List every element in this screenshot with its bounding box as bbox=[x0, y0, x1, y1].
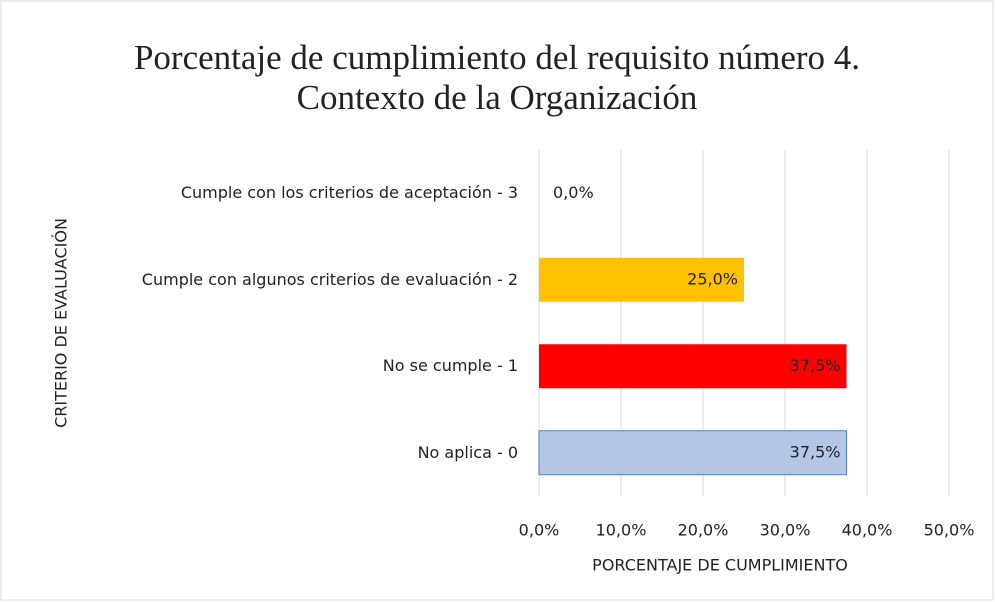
x-tick-label: 30,0% bbox=[760, 521, 811, 540]
bar bbox=[539, 344, 847, 389]
data-label: 0,0% bbox=[553, 183, 594, 202]
bar bbox=[538, 430, 847, 476]
x-tick-label: 20,0% bbox=[678, 521, 729, 540]
x-tick-label: 10,0% bbox=[596, 521, 647, 540]
bar bbox=[539, 257, 744, 302]
x-tick-label: 0,0% bbox=[519, 521, 560, 540]
x-tick-label: 40,0% bbox=[842, 521, 893, 540]
x-tick-label: 50,0% bbox=[924, 521, 975, 540]
chart-title: Porcentaje de cumplimiento del requisito… bbox=[133, 38, 861, 117]
y-tick-label: Cumple con los criterios de aceptación -… bbox=[180, 183, 518, 203]
data-label: 25,0% bbox=[687, 269, 738, 288]
y-tick-label: No se cumple - 1 bbox=[382, 356, 518, 376]
y-tick-label: No aplica - 0 bbox=[417, 442, 518, 462]
y-axis-title: CRITERIO DE EVALUACIÓN bbox=[52, 218, 71, 428]
data-label: 37,5% bbox=[790, 442, 841, 461]
y-tick-label: Cumple con algunos criterios de evaluaci… bbox=[141, 269, 518, 289]
data-label: 37,5% bbox=[790, 356, 841, 375]
x-axis-title: PORCENTAJE DE CUMPLIMIENTO bbox=[592, 556, 848, 575]
